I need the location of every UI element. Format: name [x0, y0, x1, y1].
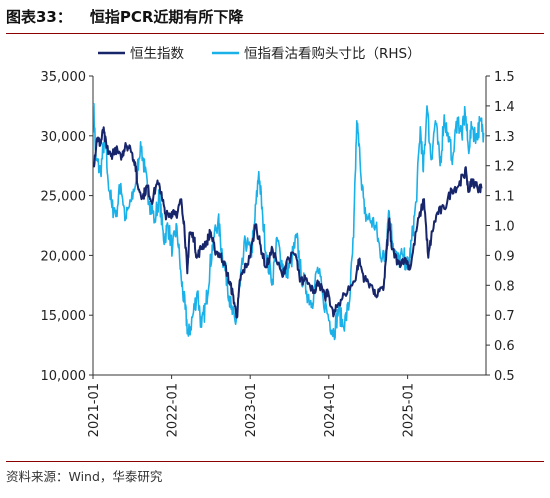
x-tick-label: 2022-01: [166, 383, 181, 437]
y2-tick-label: 0.7: [494, 309, 515, 324]
y-tick-label: 30,000: [41, 130, 87, 145]
y2-tick-label: 1.0: [494, 220, 515, 235]
y2-tick-label: 1.4: [494, 100, 515, 115]
source-note: 资料来源：Wind，华泰研究: [6, 469, 163, 484]
y-tick-label: 15,000: [41, 309, 87, 324]
y2-tick-label: 0.9: [494, 249, 515, 264]
figure-title: 图表33： 恒指PCR近期有所下降: [6, 6, 243, 27]
legend: 恒生指数 恒指看沽看购头寸比（RHS）: [98, 46, 421, 62]
x-tick-label: 2025-01: [402, 383, 417, 437]
y2-tick-label: 1.1: [494, 190, 515, 205]
legend-label-pcr: 恒指看沽看购头寸比（RHS）: [244, 46, 421, 62]
chart: 10,000 15,000 20,000 25,000 30,000 35,000 0.5 0…: [41, 46, 515, 437]
y2-tick-label: 1.5: [494, 70, 515, 85]
y2-tick-label: 1.3: [494, 130, 515, 145]
x-tick-label: 2024-01: [323, 383, 338, 437]
y2-tick-label: 0.5: [494, 369, 515, 384]
figure-title-text: 恒指PCR近期有所下降: [89, 8, 244, 26]
y2-tick-label: 1.2: [494, 160, 515, 175]
series-line-hsi: [92, 126, 483, 319]
title-rule: [6, 33, 544, 34]
x-tick-label: 2021-01: [87, 383, 102, 437]
y-tick-label: 10,000: [41, 369, 87, 384]
y2-tick-label: 0.8: [494, 279, 515, 294]
y2-tick-label: 0.6: [494, 339, 515, 354]
y-tick-label: 20,000: [41, 249, 87, 264]
y-tick-label: 25,000: [41, 190, 87, 205]
legend-label-hsi: 恒生指数: [130, 46, 184, 62]
figure-label: 图表33：: [6, 8, 72, 26]
y-tick-label: 35,000: [41, 70, 87, 85]
x-tick-label: 2023-01: [244, 383, 259, 437]
source-rule: [6, 461, 544, 462]
